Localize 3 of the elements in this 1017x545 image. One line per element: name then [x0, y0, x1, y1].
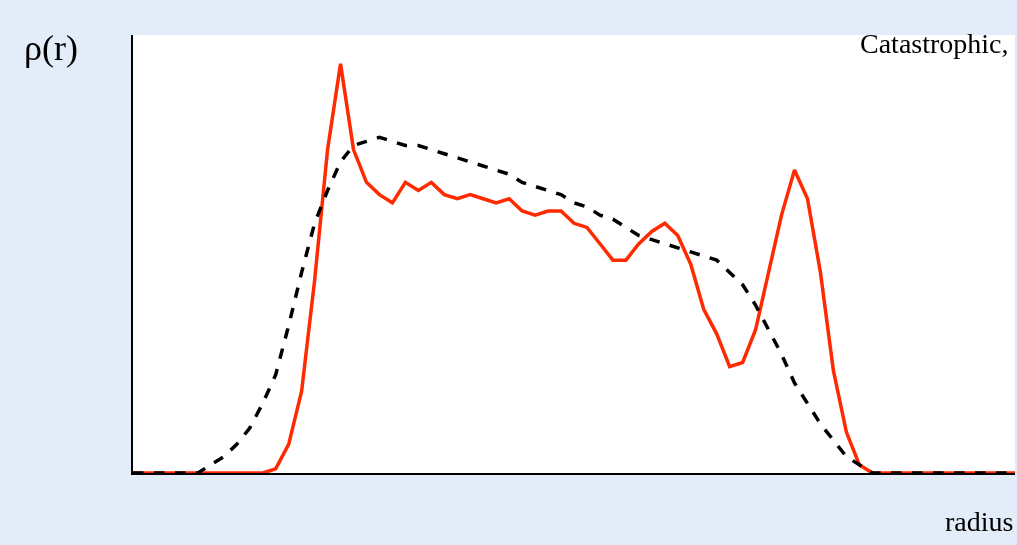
text: Catastrophic, — [860, 28, 1009, 59]
y-axis-title: ρ(r) — [24, 28, 78, 68]
x-axis-title: radius — [945, 506, 1014, 537]
